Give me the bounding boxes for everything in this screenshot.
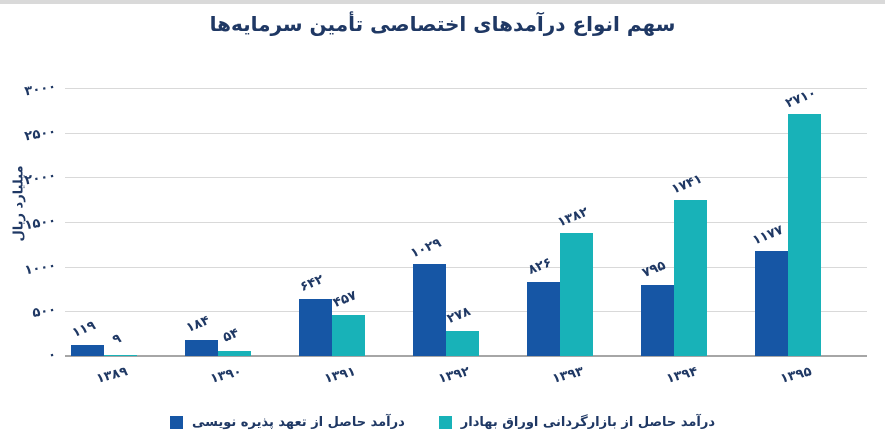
- legend: درآمد حاصل از تعهد پذیره نویسی درآمد حاص…: [0, 407, 885, 437]
- gridline-3000: [65, 88, 867, 89]
- gridline-500: [65, 311, 867, 313]
- y-tick-label: ۱۵۰۰: [23, 213, 58, 234]
- bar-marketmaking-۱۳۹۳: [560, 232, 593, 356]
- bar-marketmaking-۱۳۹۲: [446, 331, 479, 356]
- gridline-0: [65, 355, 867, 357]
- bar-marketmaking-۱۳۹۱: [332, 315, 365, 356]
- x-tick-label-۱۳۹۳: ۱۳۹۳: [550, 364, 586, 387]
- y-axis-title: میلیارد ریال: [11, 165, 27, 242]
- bar-underwriting-۱۳۹۳: [527, 282, 560, 356]
- y-tick-label: ۱۰۰۰: [23, 257, 58, 279]
- chart-title: سهم انواع درآمدهای اختصاصی تأمین سرمایه‌…: [209, 12, 676, 36]
- x-tick-label-۱۳۹۴: ۱۳۹۴: [664, 364, 700, 387]
- gridline-2000: [65, 177, 867, 179]
- legend-swatch-teal-icon: [438, 415, 452, 429]
- legend-entry-marketmaking: درآمد حاصل از بازارگردانی اوراق بهادار: [438, 414, 715, 430]
- x-tick-label-۱۳۸۹: ۱۳۸۹: [94, 364, 130, 387]
- top-border-strip: [0, 0, 885, 4]
- bar-marketmaking-۱۳۸۹: [104, 355, 137, 356]
- y-tick-label: ۲۰۰۰: [23, 168, 58, 189]
- gridline-2500: [65, 132, 867, 134]
- bar-underwriting-۱۳۹۴: [641, 284, 674, 356]
- x-tick-label-۱۳۹۱: ۱۳۹۱: [322, 364, 358, 387]
- bar-marketmaking-۱۳۹۰: [218, 351, 251, 356]
- x-tick-label-۱۳۹۵: ۱۳۹۵: [778, 364, 814, 387]
- bar-underwriting-۱۳۹۲: [413, 264, 446, 356]
- bar-underwriting-۱۳۹۵: [755, 250, 788, 356]
- legend-label-marketmaking: درآمد حاصل از بازارگردانی اوراق بهادار: [460, 414, 715, 430]
- bar-marketmaking-۱۳۹۵: [788, 113, 821, 356]
- gridline-1000: [65, 266, 867, 268]
- legend-label-underwriting: درآمد حاصل از تعهد پذیره نویسی: [191, 414, 405, 430]
- y-tick-label: ۳۰۰۰: [23, 79, 58, 100]
- bar-underwriting-۱۳۸۹: [71, 345, 104, 356]
- y-tick-label: ۰: [46, 347, 58, 364]
- x-tick-label-۱۳۹۰: ۱۳۹۰: [208, 364, 244, 387]
- bar-marketmaking-۱۳۹۴: [674, 200, 707, 356]
- x-tick-label-۱۳۹۲: ۱۳۹۲: [436, 364, 472, 387]
- plot-area: ۱۱۹ ۹ ۱۸۴ ۵۴ ۶۴۲ ۴۵۷ ۱۰۲۹ ۲۷۸ ۸۲۶ ۱۳۸۲ ۷۹۵ ۱۷۴۱ ۱۱۷۷…: [65, 86, 867, 357]
- y-tick-label: ۵۰۰: [31, 302, 58, 322]
- legend-swatch-blue-icon: [169, 415, 183, 429]
- legend-entry-underwriting: درآمد حاصل از تعهد پذیره نویسی: [169, 414, 405, 430]
- bar-underwriting-۱۳۹۱: [299, 298, 332, 356]
- gridline-1500: [65, 222, 867, 223]
- bar-underwriting-۱۳۹۰: [185, 339, 218, 356]
- y-tick-label: ۲۵۰۰: [23, 123, 58, 145]
